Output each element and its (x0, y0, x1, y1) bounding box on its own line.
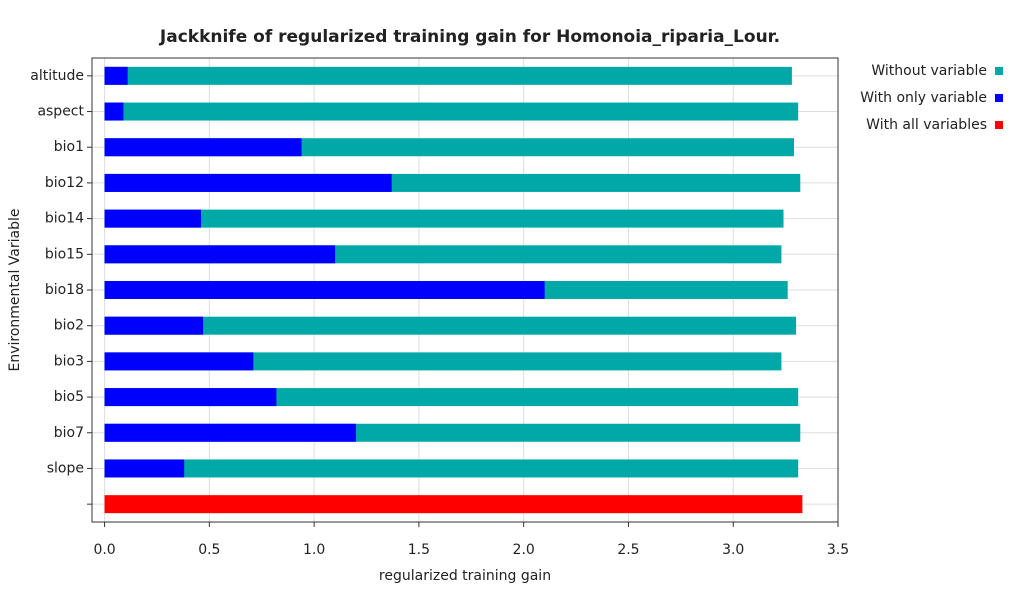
y-tick-label: bio7 (54, 425, 84, 441)
x-tick-label: 0.0 (93, 542, 115, 558)
x-tick-label: 2.5 (617, 542, 639, 558)
plot-border (91, 57, 839, 523)
legend-swatch (995, 94, 1003, 102)
bar (104, 209, 201, 228)
y-tick-label: bio3 (54, 353, 84, 369)
bar (104, 352, 782, 371)
x-tick-label: 1.0 (303, 542, 325, 558)
bar (104, 316, 797, 335)
y-tick-label: bio1 (54, 139, 84, 155)
bar (104, 388, 277, 407)
bar (104, 495, 803, 514)
bar (104, 66, 792, 85)
legend-label: Without variable (871, 63, 987, 79)
y-tick-label: bio5 (54, 389, 84, 405)
y-tick-label: bio15 (45, 246, 84, 262)
y-axis-label: Environmental Variable (7, 209, 23, 372)
bar (104, 459, 799, 478)
bar (104, 102, 799, 121)
bar (104, 209, 784, 228)
bar (104, 281, 545, 299)
y-tick-label: slope (47, 460, 84, 476)
bar (104, 352, 254, 371)
x-axis-label: regularized training gain (379, 568, 551, 584)
bar (104, 173, 392, 192)
bar (104, 66, 128, 85)
y-tick-label: bio18 (45, 282, 84, 298)
y-tick-label: aspect (37, 104, 84, 120)
y-tick-label: bio14 (45, 211, 84, 227)
bar (104, 423, 357, 442)
legend-label: With all variables (866, 117, 987, 133)
y-tick-label: altitude (30, 68, 84, 84)
y-tick-label: bio12 (45, 175, 84, 191)
y-tick-label: bio2 (54, 318, 84, 334)
bar (104, 138, 302, 157)
x-tick-label: 0.5 (198, 542, 220, 558)
bar (104, 459, 185, 478)
x-tick-label: 2.0 (513, 542, 535, 558)
bar (104, 388, 799, 407)
chart-title: Jackknife of regularized training gain f… (159, 27, 780, 47)
legend-label: With only variable (860, 90, 987, 106)
legend-swatch (995, 121, 1003, 129)
bar (104, 245, 336, 264)
bar (104, 316, 204, 335)
x-tick-label: 3.0 (722, 542, 744, 558)
x-tick-label: 3.5 (827, 542, 849, 558)
x-tick-label: 1.5 (408, 542, 430, 558)
bar (104, 102, 124, 121)
legend-swatch (995, 67, 1003, 75)
